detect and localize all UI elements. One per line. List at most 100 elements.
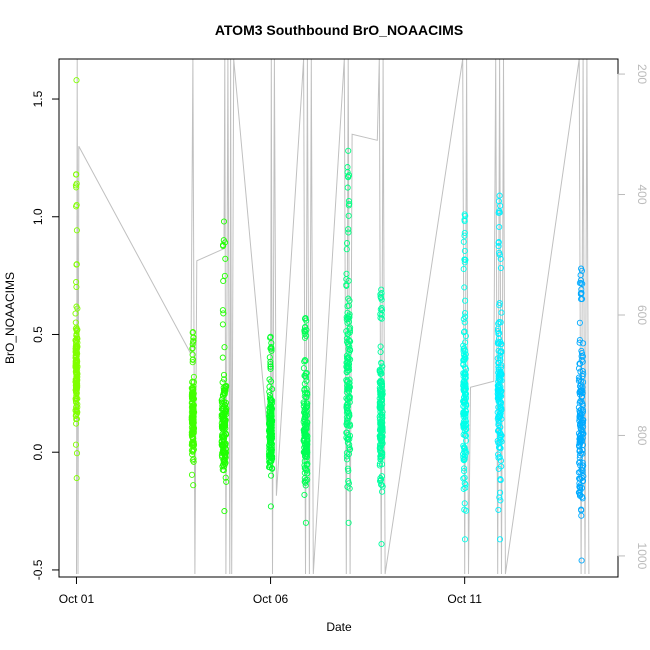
data-point — [302, 357, 309, 364]
data-point — [301, 386, 308, 393]
data-point — [494, 327, 501, 335]
data-point — [222, 239, 229, 246]
cluster-10 — [575, 265, 587, 564]
data-point — [301, 469, 308, 476]
data-point — [347, 422, 354, 429]
data-point — [267, 358, 274, 365]
data-point — [377, 348, 384, 356]
data-point — [302, 519, 309, 526]
data-point — [344, 303, 351, 310]
right-tick-label: 800 — [635, 425, 649, 445]
data-point — [378, 405, 385, 412]
data-point — [495, 369, 502, 376]
data-point — [218, 406, 225, 413]
data-point — [344, 331, 351, 338]
plot-frame — [58, 58, 619, 578]
data-point — [267, 503, 274, 510]
data-point — [221, 272, 228, 279]
data-point — [344, 164, 351, 171]
data-point — [379, 363, 386, 370]
data-point — [221, 399, 228, 406]
data-point — [343, 449, 350, 456]
data-point — [377, 314, 384, 321]
data-point — [376, 378, 383, 385]
data-point — [346, 444, 353, 451]
data-point — [494, 388, 501, 395]
data-point — [378, 360, 385, 367]
data-point — [190, 409, 197, 416]
data-point — [345, 519, 352, 526]
data-point — [346, 349, 353, 356]
data-point — [73, 370, 80, 377]
data-point — [345, 467, 352, 474]
data-point — [461, 229, 468, 236]
data-point — [304, 447, 311, 454]
data-point — [190, 482, 197, 489]
data-point — [461, 345, 468, 352]
data-point — [377, 306, 384, 313]
y-axis: -0.5 0.0 0.5 1.0 1.5 — [31, 90, 60, 580]
data-point — [463, 437, 470, 444]
data-point — [301, 330, 308, 338]
data-point — [495, 451, 502, 458]
data-point — [346, 311, 353, 318]
data-point — [189, 406, 196, 413]
data-point — [221, 411, 228, 418]
data-point — [73, 171, 80, 178]
right-tick-label: 600 — [635, 305, 649, 325]
y-tick-label: 0.0 — [31, 444, 45, 461]
data-point — [303, 369, 310, 377]
data-point — [343, 420, 350, 428]
data-point — [218, 423, 225, 430]
data-point — [188, 399, 195, 407]
data-point — [266, 383, 273, 390]
data-point — [495, 465, 502, 472]
data-point — [378, 481, 385, 488]
data-point — [346, 376, 353, 383]
data-point — [377, 453, 384, 460]
data-point — [578, 350, 586, 357]
data-point — [344, 184, 351, 191]
data-point — [378, 296, 385, 303]
data-point — [221, 344, 228, 351]
data-point — [73, 331, 80, 338]
data-point — [266, 419, 273, 427]
data-point — [301, 462, 308, 469]
data-point — [345, 229, 352, 236]
data-point — [495, 363, 502, 370]
data-point — [300, 403, 307, 410]
data-point — [303, 408, 310, 415]
data-point — [302, 414, 309, 421]
data-point — [579, 368, 586, 375]
data-point — [379, 440, 386, 447]
x-tick-label: Oct 11 — [447, 592, 482, 606]
data-point — [266, 354, 273, 361]
cluster-4 — [265, 333, 276, 510]
data-point — [302, 314, 309, 322]
data-point — [576, 454, 583, 462]
data-point — [497, 445, 504, 452]
data-point — [345, 360, 353, 367]
data-point — [73, 227, 80, 234]
data-point — [576, 413, 583, 420]
data-point — [343, 401, 350, 409]
data-point — [301, 324, 309, 331]
data-point — [496, 223, 503, 231]
data-point — [223, 431, 230, 438]
data-point — [266, 392, 273, 399]
data-point — [496, 209, 503, 216]
data-point — [460, 444, 468, 451]
data-point — [220, 389, 227, 397]
altitude-line-layer — [76, 58, 590, 575]
data-point — [222, 446, 229, 453]
data-point — [222, 406, 229, 413]
data-point — [73, 180, 80, 187]
data-point — [495, 243, 502, 250]
data-point — [219, 425, 226, 433]
data-point — [462, 256, 469, 264]
data-point — [303, 442, 310, 449]
data-point — [497, 352, 504, 359]
data-point — [73, 399, 80, 406]
data-point — [345, 478, 352, 485]
data-point — [73, 261, 80, 268]
